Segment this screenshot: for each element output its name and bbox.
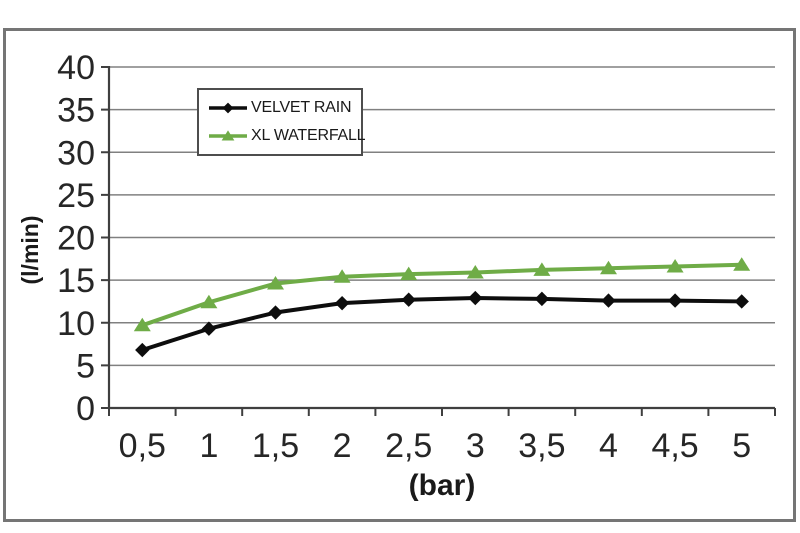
triangle-marker-icon xyxy=(600,260,617,275)
x-tick-label: 3 xyxy=(466,427,485,465)
triangle-marker-icon xyxy=(133,317,151,332)
y-tick-label: 35 xyxy=(57,92,95,130)
triangle-marker-icon xyxy=(533,262,551,276)
diamond-marker-icon xyxy=(534,291,550,307)
y-tick-label: 5 xyxy=(76,347,95,385)
y-tick-label: 40 xyxy=(57,49,95,87)
x-axis-title: (bar) xyxy=(408,469,476,502)
triangle-marker-icon xyxy=(267,276,284,290)
x-tick-labels: 0,5 1 1,5 2 2,5 3 3,5 4 4,5 5 xyxy=(119,427,751,465)
legend-item-xl-waterfall: XL WATERFALL xyxy=(208,127,366,145)
diamond-marker-icon xyxy=(268,305,283,320)
y-tick-labels: 0 5 10 15 20 25 30 35 40 xyxy=(57,49,95,428)
diamond-marker-icon xyxy=(667,293,683,308)
triangle-marker-line-icon xyxy=(208,128,248,144)
diamond-marker-icon xyxy=(334,295,350,311)
triangle-marker-icon xyxy=(733,257,751,271)
x-tick-label: 4,5 xyxy=(651,427,698,465)
diamond-marker-line-icon xyxy=(208,100,248,116)
series-velvet-rain xyxy=(135,290,749,358)
y-tick-label: 15 xyxy=(57,262,95,300)
legend-item-velvet-rain: VELVET RAIN xyxy=(208,99,361,117)
x-tick-label: 2 xyxy=(333,427,352,465)
diamond-marker-icon xyxy=(135,342,150,358)
y-axis-title: (l/min) xyxy=(17,215,43,285)
y-tick-label: 10 xyxy=(57,305,95,343)
y-tick-label: 25 xyxy=(57,177,95,215)
x-tick-label: 3,5 xyxy=(518,427,565,465)
triangle-marker-icon xyxy=(400,266,418,281)
diamond-marker-icon xyxy=(734,294,749,309)
triangle-marker-icon xyxy=(666,258,684,273)
y-tick-label: 20 xyxy=(57,220,95,258)
legend-label-xl-waterfall: XL WATERFALL xyxy=(251,126,366,144)
diamond-marker-icon xyxy=(222,102,234,114)
flow-rate-line-chart: 0 5 10 15 20 25 30 35 40 0,5 1 1,5 2 2,5 3 3,5 4 4,5 5 xyxy=(57,49,776,465)
y-tick-label: 0 xyxy=(76,390,95,428)
triangle-marker-icon xyxy=(200,294,218,309)
series-xl-waterfall xyxy=(133,257,751,332)
triangle-marker-icon xyxy=(466,264,484,279)
x-tick-label: 0,5 xyxy=(119,427,166,465)
diamond-marker-icon xyxy=(201,321,217,336)
x-tick-label: 1,5 xyxy=(252,427,299,465)
triangle-marker-icon xyxy=(333,269,351,283)
legend: VELVET RAIN XL WATERFALL xyxy=(197,88,366,156)
legend-label-velvet-rain: VELVET RAIN xyxy=(251,99,352,117)
x-tick-label: 4 xyxy=(599,427,618,465)
x-tick-label: 5 xyxy=(732,427,751,465)
x-tick-label: 2,5 xyxy=(385,427,432,465)
axes xyxy=(101,66,776,416)
x-tick-label: 1 xyxy=(199,427,218,465)
triangle-marker-icon xyxy=(221,130,235,141)
chart-frame: 0 5 10 15 20 25 30 35 40 0,5 1 1,5 2 2,5 3 3,5 4 4,5 5 (l/… xyxy=(3,28,796,522)
y-tick-label: 30 xyxy=(57,134,95,172)
diamond-marker-icon xyxy=(601,293,616,308)
diamond-marker-icon xyxy=(401,292,416,307)
diamond-marker-icon xyxy=(468,290,483,306)
